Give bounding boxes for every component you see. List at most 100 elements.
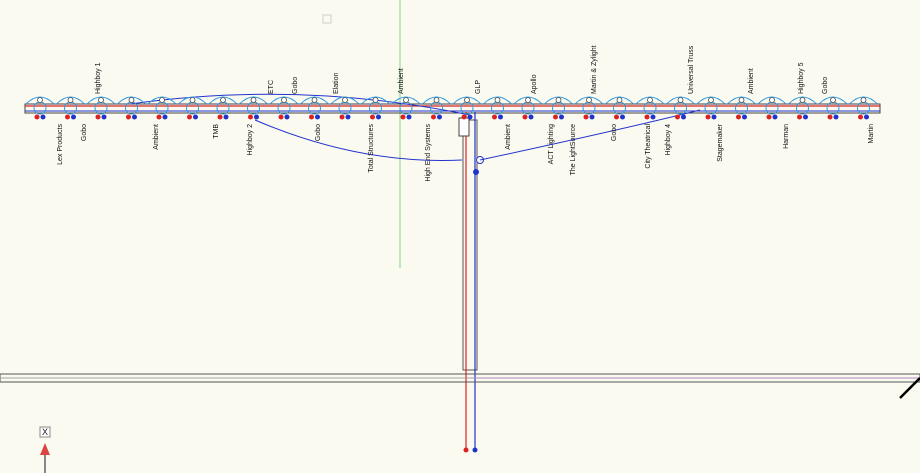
fixture-lamp xyxy=(376,114,381,120)
fixture-lamp xyxy=(681,114,686,120)
fixture-lamp xyxy=(406,114,412,120)
clamp xyxy=(708,97,714,103)
clamp xyxy=(769,97,775,103)
fixture-lamp xyxy=(559,114,564,120)
clamp xyxy=(98,97,104,103)
fixture-lamp xyxy=(40,114,46,120)
fixture-label: GLP xyxy=(475,80,482,94)
beam-arc xyxy=(849,96,878,105)
fixture-lamp xyxy=(101,114,107,120)
beam-arc xyxy=(361,96,390,105)
beam-arc xyxy=(56,96,85,105)
axis-box xyxy=(39,426,51,438)
beam-arc xyxy=(788,96,817,105)
truss-frame xyxy=(462,119,478,371)
fixture-lamp xyxy=(498,114,503,120)
beam-arc xyxy=(422,96,451,105)
fixture-lamp xyxy=(675,114,680,120)
clamp xyxy=(586,97,592,103)
beam-arc xyxy=(544,96,573,105)
hoist xyxy=(458,117,470,137)
beam-arc xyxy=(574,96,604,105)
fixture-lamp xyxy=(156,114,162,120)
fixture-label: Martin & Zylight xyxy=(591,45,598,94)
beam-arc xyxy=(269,96,299,105)
beam-arc xyxy=(147,96,177,105)
beam-arc xyxy=(300,96,329,105)
fixture-label: Highboy 5 xyxy=(798,62,805,94)
fixture-lamp xyxy=(254,114,259,120)
clamp xyxy=(37,97,43,103)
fixture-lamp xyxy=(650,114,656,120)
clamp xyxy=(159,97,165,103)
beam-arc xyxy=(330,96,360,105)
fixture-label: Stagemaker xyxy=(717,123,724,161)
fixture-label: Highboy 1 xyxy=(95,62,102,94)
fixture-lamp xyxy=(528,114,534,120)
fixture-lamp xyxy=(522,114,528,120)
fixture-lamp xyxy=(315,114,320,120)
fixture-lamp xyxy=(614,114,619,120)
fixture-lamp xyxy=(345,114,351,120)
fixture-lamp xyxy=(797,114,802,120)
diagonal-member xyxy=(899,377,920,399)
fixture-lamp xyxy=(65,114,70,120)
fixture-label: Ambient xyxy=(505,124,512,150)
fixture-label: High End Systems xyxy=(425,124,432,182)
fixture-lamp xyxy=(309,114,314,120)
fixture-lamp xyxy=(742,114,747,120)
truss-frame xyxy=(24,103,881,114)
fixture-lamp xyxy=(34,114,40,120)
fixture-lamp xyxy=(803,114,808,120)
fixture-lamp xyxy=(736,114,741,120)
fixture-lamp xyxy=(492,114,497,120)
fixtures xyxy=(25,96,878,120)
clamp xyxy=(281,97,287,103)
fixture-label: Lex Products xyxy=(57,124,64,165)
fixture-label: ETC xyxy=(268,80,275,94)
clamp xyxy=(555,97,562,103)
connector xyxy=(473,169,479,175)
fixture-lamp xyxy=(620,114,625,120)
clamp xyxy=(860,97,867,103)
clamp xyxy=(830,97,836,103)
beam-arc xyxy=(757,96,787,105)
fixture-label: TMB xyxy=(213,124,220,139)
beam-arc xyxy=(666,96,695,105)
fixture-label: Martin xyxy=(868,124,875,144)
beam-arc xyxy=(605,96,634,105)
fixture-lamp xyxy=(772,114,778,120)
axis-arrow xyxy=(40,443,50,455)
cable-end xyxy=(472,447,478,453)
fixture-lamp xyxy=(583,114,589,120)
floor-truss xyxy=(0,373,920,399)
fixture-lamp xyxy=(400,114,406,120)
fixture-label: Total Structures xyxy=(368,124,375,173)
fixture-label: City Theatrical xyxy=(645,124,652,169)
fixture-label: Gobo xyxy=(315,124,322,141)
fixture-label: Highboy 2 xyxy=(247,124,254,156)
clamp xyxy=(799,97,806,103)
fixture-lamp xyxy=(370,114,375,120)
downstage-truss xyxy=(458,112,484,453)
clamp xyxy=(220,97,226,103)
fixture-lamp xyxy=(126,114,131,120)
fixture-lamp xyxy=(644,114,650,120)
beam-arc xyxy=(727,96,756,105)
clamp xyxy=(616,97,623,103)
clamp xyxy=(677,97,684,103)
clamp xyxy=(372,97,379,103)
beam-arc xyxy=(452,96,482,105)
fixture-lamp xyxy=(217,114,223,120)
cable-run xyxy=(129,93,471,116)
cable-end xyxy=(463,447,469,453)
clamp xyxy=(403,97,409,103)
fixture-label: Ambient xyxy=(398,68,405,94)
fixture-label: Gobo xyxy=(81,124,88,141)
beam-arc xyxy=(86,96,116,105)
clamp xyxy=(311,97,318,103)
fixture-label: Universal Truss xyxy=(688,45,695,94)
fixture-lamp xyxy=(162,114,168,120)
fixture-label: Gobo xyxy=(611,124,618,141)
